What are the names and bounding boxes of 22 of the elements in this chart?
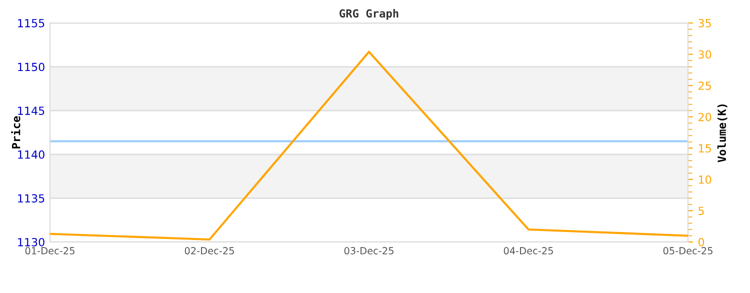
y2-tick-label: 5 — [698, 206, 704, 216]
x-tick-label: 01-Dec-25 — [25, 247, 74, 254]
x-tick-label: 02-Dec-25 — [184, 247, 234, 254]
x-tick-label: 05-Dec-25 — [663, 247, 712, 254]
y-tick-label: 1135 — [18, 194, 44, 203]
y-tick-label: 1155 — [18, 19, 44, 28]
y2-axis-title: Volume(K) — [717, 104, 728, 162]
y-tick-label: 1130 — [18, 238, 44, 246]
y-tick-label: 1150 — [18, 62, 44, 72]
chart-title: GRG Graph — [340, 9, 398, 20]
y-tick-label: 1140 — [18, 150, 44, 159]
y2-tick-label: 20 — [698, 112, 712, 122]
y-tick-label: 1145 — [18, 106, 44, 115]
x-tick-label: 04-Dec-25 — [504, 247, 553, 254]
y2-tick-label: 25 — [698, 82, 711, 90]
y2-tick-label: 35 — [698, 18, 711, 28]
y2-tick-label: 30 — [698, 50, 712, 59]
x-tick-label: 03-Dec-25 — [344, 247, 394, 254]
y2-tick-label: 0 — [698, 238, 704, 246]
y-axis-title: Price — [11, 116, 20, 148]
y2-tick-label: 10 — [698, 175, 712, 184]
y2-tick-label: 15 — [698, 144, 711, 153]
